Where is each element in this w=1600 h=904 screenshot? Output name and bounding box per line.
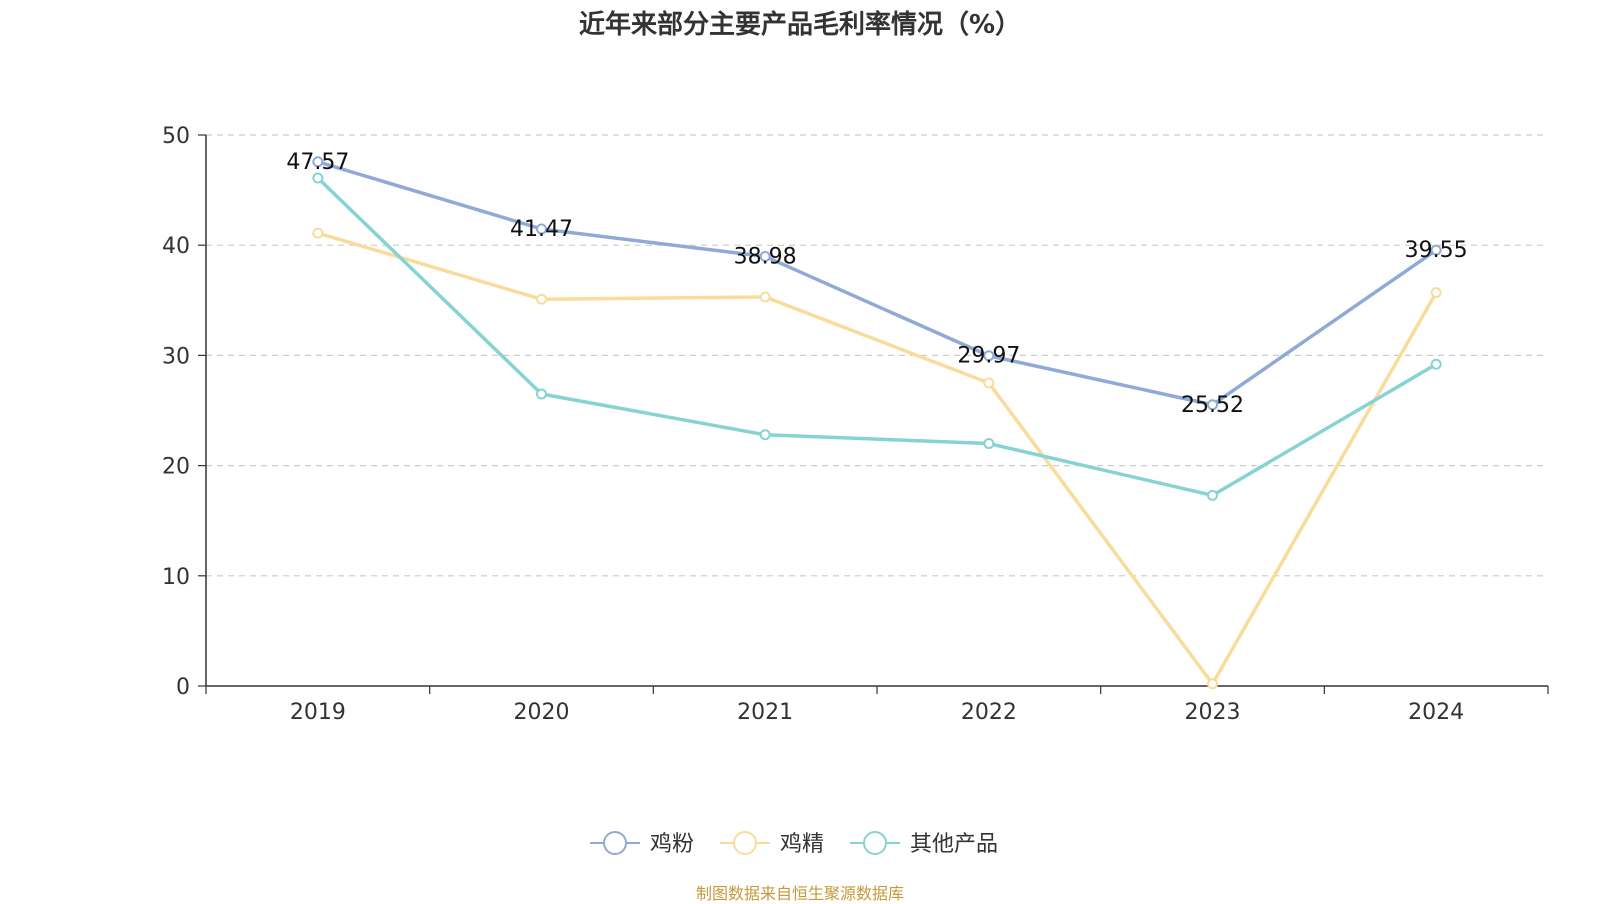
y-tick-label: 40 bbox=[162, 234, 190, 259]
legend-marker-icon bbox=[863, 831, 887, 855]
data-point[interactable] bbox=[759, 291, 771, 303]
source-note: 制图数据来自恒生聚源数据库 bbox=[695, 884, 904, 903]
data-point[interactable] bbox=[983, 377, 995, 389]
x-tick-label: 2022 bbox=[961, 700, 1017, 725]
data-point[interactable] bbox=[759, 250, 771, 262]
y-tick-label: 50 bbox=[162, 124, 190, 149]
data-point[interactable] bbox=[312, 227, 324, 239]
legend-marker-icon bbox=[603, 831, 627, 855]
legend-marker-icon bbox=[733, 831, 757, 855]
legend-item-3[interactable]: 其他产品 bbox=[850, 831, 998, 857]
x-tick-label: 2021 bbox=[737, 700, 793, 725]
data-label: 25.52 bbox=[1181, 393, 1244, 418]
legend-label: 鸡精 bbox=[780, 832, 824, 857]
x-tick-label: 2023 bbox=[1185, 700, 1241, 725]
series-line-2 bbox=[317, 231, 1438, 686]
series-line-3 bbox=[316, 176, 1438, 498]
y-tick-label: 30 bbox=[162, 344, 190, 369]
data-label: 29.97 bbox=[957, 344, 1020, 369]
data-point[interactable] bbox=[1207, 489, 1218, 501]
data-point[interactable] bbox=[1207, 399, 1218, 411]
data-labels: 47.57 41.47 38.98 29.97 25.52 39.55 bbox=[286, 150, 1467, 418]
legend: 鸡粉 鸡精 其他产品 bbox=[590, 831, 998, 857]
x-tick-label: 2020 bbox=[514, 700, 570, 725]
series-lines bbox=[312, 156, 1442, 690]
y-tick-label: 0 bbox=[176, 675, 190, 700]
data-point[interactable] bbox=[312, 156, 324, 168]
data-point[interactable] bbox=[536, 293, 547, 305]
data-point[interactable] bbox=[1430, 244, 1442, 256]
data-point[interactable] bbox=[1430, 358, 1442, 370]
data-point[interactable] bbox=[536, 388, 547, 400]
x-tick-label: 2019 bbox=[290, 700, 346, 725]
data-point[interactable] bbox=[759, 429, 771, 441]
data-point[interactable] bbox=[312, 172, 324, 184]
legend-item-1[interactable]: 鸡粉 bbox=[590, 831, 694, 857]
data-point[interactable] bbox=[1207, 678, 1218, 690]
data-label: 38.98 bbox=[734, 244, 797, 269]
y-tick-label: 10 bbox=[162, 565, 190, 590]
data-label: 39.55 bbox=[1405, 238, 1468, 263]
chart-title: 近年来部分主要产品毛利率情况（%） bbox=[578, 10, 1022, 40]
data-point[interactable] bbox=[536, 223, 547, 235]
legend-label: 其他产品 bbox=[910, 832, 998, 857]
axes: 0 10 20 30 40 50 2019 2020 2021 2022 2023 2024 bbox=[162, 124, 1549, 725]
series-line-1 bbox=[317, 160, 1438, 407]
data-label: 47.57 bbox=[286, 150, 349, 175]
grid-lines bbox=[206, 134, 1548, 577]
legend-item-2[interactable]: 鸡精 bbox=[720, 831, 824, 857]
y-tick-label: 20 bbox=[162, 455, 190, 480]
data-point[interactable] bbox=[983, 350, 995, 362]
legend-label: 鸡粉 bbox=[650, 832, 694, 857]
data-point[interactable] bbox=[1430, 287, 1442, 299]
data-label: 41.47 bbox=[510, 217, 573, 242]
data-point[interactable] bbox=[983, 438, 995, 450]
x-tick-label: 2024 bbox=[1408, 700, 1464, 725]
